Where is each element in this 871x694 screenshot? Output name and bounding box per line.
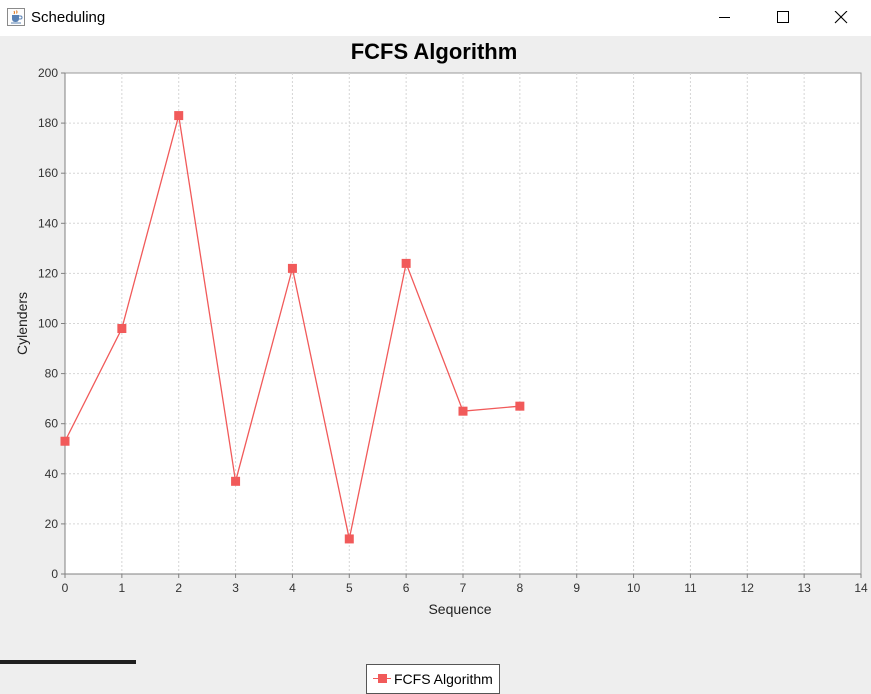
line-chart: 0 1 2 3 4 5 6 7 8 9 10 11 12 13 1402040608010012014016… [14, 39, 868, 617]
maximize-button[interactable] [754, 0, 812, 36]
taskbar-strip [0, 660, 136, 664]
chart-title: FCFS Algorithm [351, 39, 518, 64]
minimize-button[interactable] [696, 0, 754, 36]
close-icon [834, 11, 848, 24]
y-tick-label: 200 [38, 66, 58, 80]
data-point [174, 111, 184, 121]
x-axis-label: Sequence [428, 601, 491, 617]
legend-marker-icon [373, 674, 391, 683]
chart-panel: 0 1 2 3 4 5 6 7 8 9 10 11 12 13 14 0 20 40 60 80 100 120 140 16… [0, 36, 871, 694]
x-tick-label: 2 [175, 581, 182, 595]
y-tick-label: 60 [45, 417, 59, 431]
x-tick-label: 4 [289, 581, 296, 595]
data-point [60, 436, 70, 446]
y-tick-label: 40 [45, 467, 59, 481]
x-tick-label: 7 [460, 581, 467, 595]
data-point [287, 263, 297, 273]
data-point [117, 324, 127, 334]
legend-label: FCFS Algorithm [394, 671, 493, 687]
x-tick-label: 13 [797, 581, 811, 595]
data-point [344, 534, 354, 544]
minimize-icon [719, 17, 730, 18]
data-point [401, 258, 411, 268]
x-tick-label: 12 [741, 581, 755, 595]
y-axis-label: Cylenders [14, 292, 30, 355]
java-coffee-cup-icon [7, 8, 25, 26]
x-tick-label: 14 [854, 581, 868, 595]
y-tick-label: 100 [38, 317, 58, 331]
x-tick-label: 8 [517, 581, 524, 595]
y-tick-label: 120 [38, 266, 58, 280]
x-tick-label: 1 [119, 581, 126, 595]
x-tick-label: 5 [346, 581, 353, 595]
maximize-icon [777, 11, 789, 23]
x-tick-label: 10 [627, 581, 641, 595]
data-point [515, 401, 525, 411]
data-point [458, 406, 468, 416]
window-title: Scheduling [31, 9, 106, 26]
y-tick-label: 140 [38, 216, 58, 230]
data-point [231, 476, 241, 486]
y-tick-label: 160 [38, 166, 58, 180]
y-tick-label: 80 [45, 367, 59, 381]
x-tick-label: 9 [573, 581, 580, 595]
y-tick-label: 0 [51, 567, 58, 581]
title-bar: Scheduling [0, 0, 871, 36]
x-tick-label: 0 [62, 581, 69, 595]
close-button[interactable] [812, 0, 870, 36]
y-tick-label: 180 [38, 116, 58, 130]
y-tick-label: 20 [45, 517, 59, 531]
chart-legend: FCFS Algorithm [366, 664, 500, 694]
x-tick-label: 3 [232, 581, 239, 595]
x-tick-label: 6 [403, 581, 410, 595]
x-tick-label: 11 [684, 581, 697, 595]
